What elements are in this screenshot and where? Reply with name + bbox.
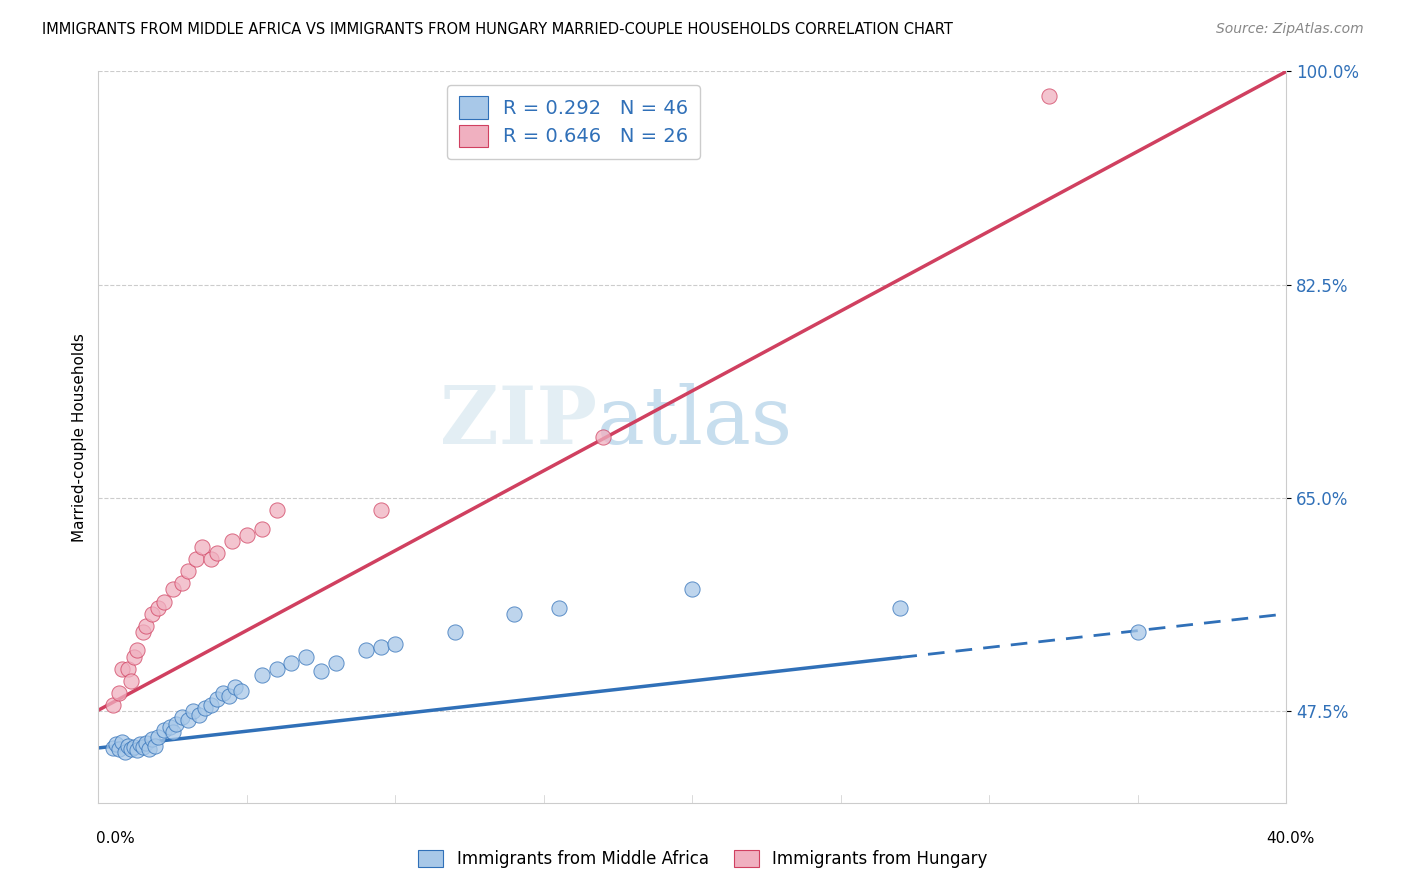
Point [250, 521, 273, 535]
Point [1126, 625, 1149, 640]
Point [191, 540, 214, 554]
Point [221, 533, 243, 548]
Point [681, 582, 703, 597]
Point [120, 742, 142, 756]
Point [105, 737, 128, 751]
Point [135, 619, 157, 633]
Point [547, 600, 569, 615]
Point [152, 723, 174, 737]
Text: 0.0%: 0.0% [96, 831, 135, 846]
Point [135, 736, 157, 750]
Point [229, 683, 252, 698]
Point [111, 662, 134, 676]
Point [370, 640, 392, 654]
Point [236, 527, 259, 541]
Point [108, 686, 131, 700]
Point [103, 740, 125, 755]
Point [125, 643, 148, 657]
Point [176, 713, 198, 727]
Point [325, 656, 347, 670]
Point [108, 742, 131, 756]
Point [125, 743, 148, 757]
Text: 40.0%: 40.0% [1267, 831, 1315, 846]
Point [122, 649, 145, 664]
Point [122, 739, 145, 754]
Point [138, 742, 160, 756]
Point [205, 692, 228, 706]
Point [370, 503, 392, 517]
Point [146, 600, 169, 615]
Point [889, 600, 911, 615]
Point [165, 716, 187, 731]
Point [200, 698, 222, 713]
Point [1038, 88, 1060, 103]
Point [129, 737, 152, 751]
Point [162, 582, 184, 597]
Point [205, 546, 228, 560]
Point [186, 552, 208, 566]
Text: Source: ZipAtlas.com: Source: ZipAtlas.com [1216, 22, 1364, 37]
Point [212, 686, 235, 700]
Point [132, 739, 155, 754]
Point [280, 656, 302, 670]
Point [114, 745, 136, 759]
Point [103, 698, 125, 713]
Point [188, 708, 211, 723]
Point [250, 667, 273, 682]
Y-axis label: Married-couple Households: Married-couple Households [72, 333, 87, 541]
Point [117, 739, 139, 753]
Point [117, 662, 139, 676]
Point [141, 607, 163, 621]
Point [200, 552, 222, 566]
Point [111, 735, 134, 749]
Point [295, 649, 318, 664]
Point [152, 595, 174, 609]
Point [170, 710, 193, 724]
Legend: R = 0.292   N = 46, R = 0.646   N = 26: R = 0.292 N = 46, R = 0.646 N = 26 [447, 85, 700, 159]
Point [159, 720, 181, 734]
Point [143, 739, 166, 753]
Point [503, 607, 526, 621]
Point [194, 700, 217, 714]
Point [592, 430, 614, 444]
Point [120, 673, 142, 688]
Point [170, 576, 193, 591]
Point [218, 689, 240, 703]
Point [132, 625, 155, 640]
Point [183, 705, 205, 719]
Point [443, 625, 465, 640]
Point [266, 662, 288, 676]
Point [146, 730, 169, 744]
Point [224, 680, 246, 694]
Point [162, 725, 184, 739]
Point [384, 637, 406, 651]
Point [266, 503, 288, 517]
Text: ZIP: ZIP [440, 384, 598, 461]
Text: IMMIGRANTS FROM MIDDLE AFRICA VS IMMIGRANTS FROM HUNGARY MARRIED-COUPLE HOUSEHOL: IMMIGRANTS FROM MIDDLE AFRICA VS IMMIGRA… [42, 22, 953, 37]
Point [354, 643, 377, 657]
Point [176, 564, 198, 578]
Legend: Immigrants from Middle Africa, Immigrants from Hungary: Immigrants from Middle Africa, Immigrant… [412, 843, 994, 875]
Text: atlas: atlas [598, 384, 793, 461]
Point [141, 732, 163, 747]
Point [309, 664, 332, 678]
